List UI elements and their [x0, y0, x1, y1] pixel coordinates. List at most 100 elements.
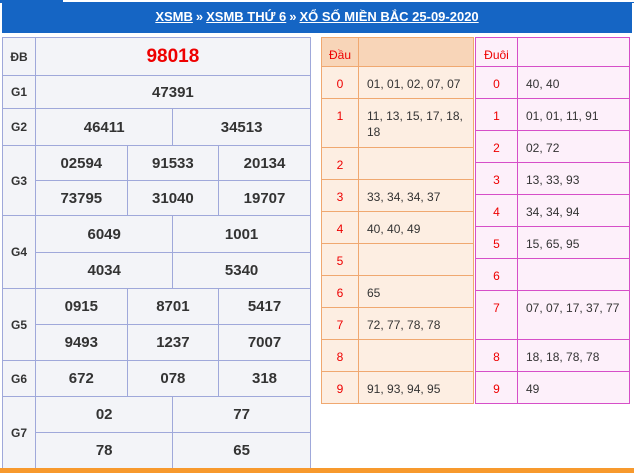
results-table: ĐB 98018 G1 47391 G2 46411 34513 G3 02594 9153… [2, 37, 311, 469]
dau-row: 7 72, 77, 78, 78 [321, 307, 474, 340]
duoi-digit: 1 [475, 98, 518, 131]
prize-number: 078 [126, 360, 220, 397]
prize-number: 318 [218, 360, 311, 397]
duoi-row: 9 49 [475, 371, 630, 404]
prize-number: 47391 [35, 75, 311, 109]
prize-label: G1 [2, 75, 36, 109]
duoi-numbers: 01, 01, 11, 91 [517, 98, 630, 131]
prize-number: 73795 [35, 180, 128, 216]
top-strip [0, 0, 634, 3]
duoi-numbers: 49 [517, 371, 630, 404]
duoi-digit: 8 [475, 339, 518, 372]
dau-table: Đầu 0 01, 01, 02, 07, 07 1 11, 13, 15, 17, … [321, 37, 474, 404]
dau-numbers [358, 339, 474, 372]
prize-number: 7007 [218, 324, 311, 361]
prize-number: 1237 [126, 324, 220, 361]
duoi-digit: 5 [475, 226, 518, 259]
row-g7: G7 02 77 [2, 396, 311, 469]
duoi-numbers: 34, 34, 94 [517, 194, 630, 227]
row-g7b: 78 65 [3, 432, 311, 469]
prize-number: 31040 [126, 180, 220, 216]
prize-number: 1001 [172, 215, 311, 253]
dau-numbers: 40, 40, 49 [358, 211, 474, 244]
dau-digit: 1 [321, 98, 359, 148]
prize-number: 8701 [126, 288, 220, 325]
prize-label: G5 [2, 288, 36, 361]
dau-row: 1 11, 13, 15, 17, 18, 18 [321, 98, 474, 148]
breadcrumb-separator: » [195, 9, 204, 24]
dau-digit: 5 [321, 243, 359, 276]
dau-digit: 3 [321, 179, 359, 212]
row-g3b: 73795 31040 19707 [3, 180, 311, 216]
duoi-header-blank [517, 37, 630, 67]
row-g2: G2 46411 34513 [2, 108, 311, 146]
duoi-numbers: 02, 72 [517, 130, 630, 163]
duoi-digit: 4 [475, 194, 518, 227]
duoi-row: 1 01, 01, 11, 91 [475, 98, 630, 131]
prize-label: G2 [2, 108, 36, 146]
prize-number: 02594 [35, 145, 128, 181]
prize-number: 672 [35, 360, 128, 397]
dau-digit: 2 [321, 147, 359, 180]
prize-label: G4 [2, 215, 36, 289]
duoi-row: 5 15, 65, 95 [475, 226, 630, 259]
prize-label: G6 [2, 360, 36, 397]
dau-digit: 7 [321, 307, 359, 340]
dau-row: 0 01, 01, 02, 07, 07 [321, 66, 474, 99]
prize-number: 4034 [34, 252, 174, 289]
dau-numbers [358, 147, 474, 180]
prize-number: 65 [172, 432, 311, 469]
duoi-numbers: 13, 33, 93 [517, 162, 630, 195]
footer-bar [0, 468, 634, 473]
dau-row: 4 40, 40, 49 [321, 211, 474, 244]
duoi-row: 7 07, 07, 17, 37, 77 [475, 290, 630, 340]
dau-digit: 4 [321, 211, 359, 244]
dau-digit: 9 [321, 371, 359, 404]
row-g6: G6 672 078 318 [2, 360, 311, 397]
duoi-digit: 0 [475, 66, 518, 99]
prize-number: 9493 [35, 324, 128, 361]
duoi-digit: 9 [475, 371, 518, 404]
duoi-numbers: 15, 65, 95 [517, 226, 630, 259]
prize-number: 34513 [172, 108, 311, 146]
duoi-digit: 6 [475, 258, 518, 291]
breadcrumb-current[interactable]: XỔ SỐ MIỀN BẮC 25-09-2020 [299, 9, 479, 24]
row-g3: G3 02594 91533 20134 [2, 145, 311, 216]
duoi-table: Đuôi 0 40, 40 1 01, 01, 11, 91 2 02, 72 3 13, 3… [475, 37, 630, 404]
duoi-row: 3 13, 33, 93 [475, 162, 630, 195]
duoi-numbers: 07, 07, 17, 37, 77 [517, 290, 630, 340]
breadcrumb-xsmb[interactable]: XSMB [155, 9, 193, 24]
dau-numbers [358, 243, 474, 276]
duoi-row: 8 18, 18, 78, 78 [475, 339, 630, 372]
dau-row: 5 [321, 243, 474, 276]
duoi-row: 6 [475, 258, 630, 291]
breadcrumb-separator: » [289, 9, 297, 24]
duoi-header: Đuôi [475, 37, 518, 67]
prize-number: 02 [34, 396, 174, 433]
prize-label: G3 [2, 145, 36, 216]
prize-number: 5417 [218, 288, 311, 325]
dau-digit: 0 [321, 66, 359, 99]
dau-numbers: 91, 93, 94, 95 [358, 371, 474, 404]
duoi-row: 0 40, 40 [475, 66, 630, 99]
dau-header: Đầu [321, 37, 359, 67]
dau-numbers: 33, 34, 34, 37 [358, 179, 474, 212]
row-g4: G4 6049 1001 [2, 215, 311, 289]
duoi-row: 4 34, 34, 94 [475, 194, 630, 227]
dau-row: 3 33, 34, 34, 37 [321, 179, 474, 212]
duoi-numbers: 18, 18, 78, 78 [517, 339, 630, 372]
prize-number: 5340 [172, 252, 311, 289]
dau-numbers: 72, 77, 78, 78 [358, 307, 474, 340]
prize-number: 0915 [35, 288, 128, 325]
special-prize: 98018 [35, 37, 311, 76]
dau-numbers: 65 [358, 275, 474, 308]
row-g5b: 9493 1237 7007 [3, 324, 311, 361]
duoi-numbers [517, 258, 630, 291]
prize-number: 78 [34, 432, 174, 469]
prize-label: ĐB [2, 37, 36, 76]
row-g4b: 4034 5340 [3, 252, 311, 289]
breadcrumb-xsmb-thu6[interactable]: XSMB THỨ 6 [206, 9, 287, 24]
duoi-row: 2 02, 72 [475, 130, 630, 163]
prize-number: 6049 [34, 215, 174, 253]
prize-number: 91533 [126, 145, 220, 181]
